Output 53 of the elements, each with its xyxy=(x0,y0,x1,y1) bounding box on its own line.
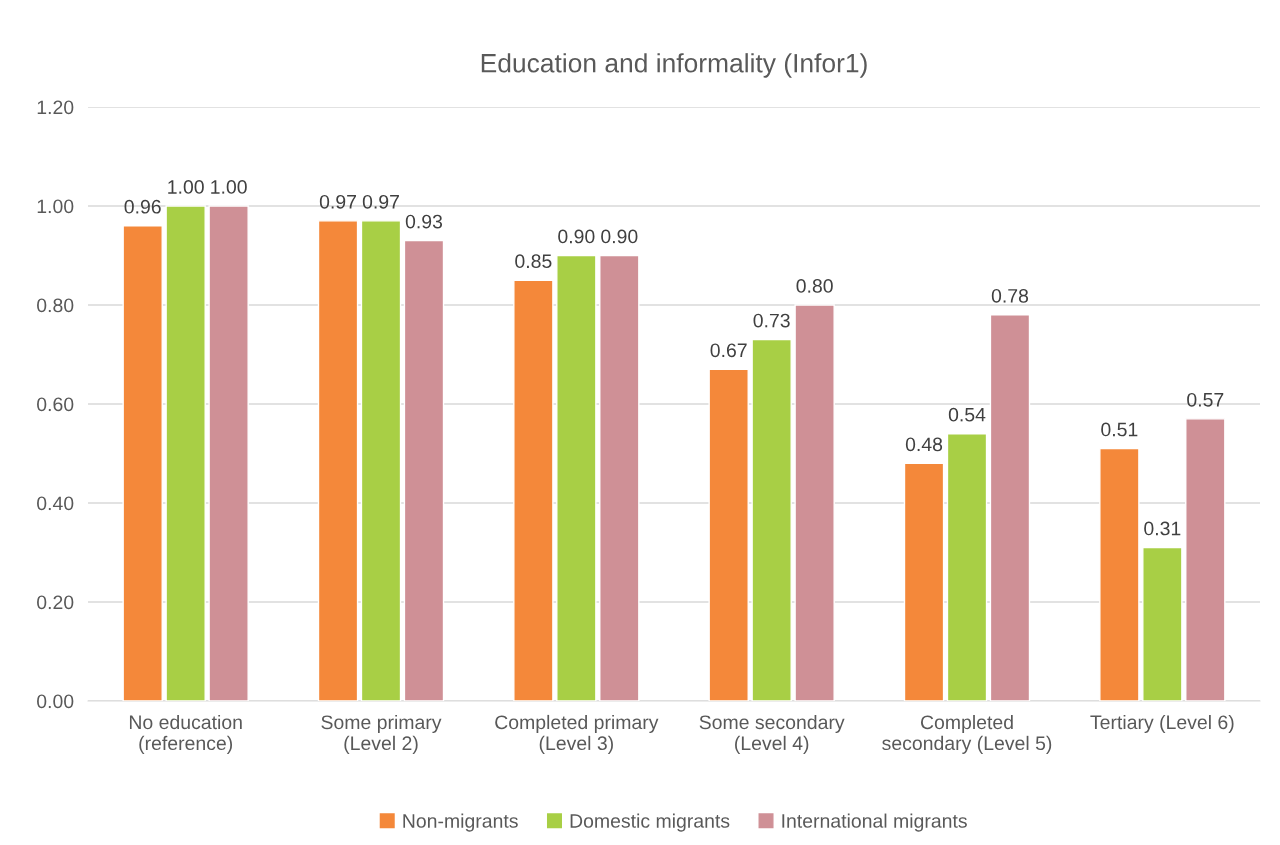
x-tick-label: Completed secondary (Level 5) xyxy=(882,714,1052,754)
bar xyxy=(751,338,792,701)
x-tick-label: Tertiary (Level 6) xyxy=(1090,714,1234,734)
bar xyxy=(208,205,249,701)
bar xyxy=(556,254,597,701)
x-tick-label: Some primary (Level 2) xyxy=(321,714,442,754)
data-label: 0.93 xyxy=(405,214,443,229)
data-label: 0.78 xyxy=(991,288,1029,303)
bar xyxy=(360,220,402,701)
bar xyxy=(122,225,163,701)
x-tick-label: No education (reference) xyxy=(129,714,242,754)
data-label: 0.85 xyxy=(515,254,552,269)
y-tick-label: 0.80 xyxy=(37,298,74,313)
data-label: 1.00 xyxy=(211,180,247,194)
y-tick-label: 1.00 xyxy=(37,199,74,214)
bar xyxy=(1099,447,1140,701)
x-tick-label: Completed primary (Level 3) xyxy=(495,714,659,754)
data-label: 0.67 xyxy=(710,343,747,358)
data-label: 0.51 xyxy=(1101,422,1138,437)
chart-title: Education and informality (Infor1) xyxy=(481,53,867,78)
y-tick-label: 0.60 xyxy=(37,397,74,412)
bar xyxy=(946,433,988,701)
bar xyxy=(794,304,835,701)
legend-label: Domestic migrants xyxy=(570,813,730,832)
y-tick-label: 1.20 xyxy=(37,100,74,115)
bar xyxy=(599,254,640,701)
data-label: 0.90 xyxy=(558,229,595,244)
bar xyxy=(513,279,554,701)
bar xyxy=(317,220,359,701)
y-tick-label: 0.20 xyxy=(37,595,74,610)
data-label: 0.73 xyxy=(753,313,790,328)
data-label: 1.00 xyxy=(168,180,204,194)
bar xyxy=(903,462,945,701)
data-label: 0.48 xyxy=(905,437,943,452)
data-label: 0.97 xyxy=(319,194,356,209)
y-tick-label: 0.40 xyxy=(37,496,74,511)
legend-label: Non-migrants xyxy=(403,813,518,832)
data-label: 0.57 xyxy=(1187,392,1224,407)
bar xyxy=(708,368,749,701)
bar xyxy=(1142,546,1183,701)
data-label: 0.97 xyxy=(362,194,399,209)
legend-label: International migrants xyxy=(782,813,967,832)
data-label: 0.31 xyxy=(1144,521,1181,536)
data-label: 0.90 xyxy=(601,229,638,244)
y-tick-label: 0.00 xyxy=(37,694,74,709)
bar xyxy=(989,314,1031,701)
data-label: 0.80 xyxy=(796,279,833,293)
bar xyxy=(403,239,445,701)
bar xyxy=(165,205,206,701)
bar xyxy=(1185,418,1226,701)
data-label: 0.54 xyxy=(948,407,986,422)
x-tick-label: Some secondary (Level 4) xyxy=(699,714,845,754)
data-label: 0.96 xyxy=(124,199,161,214)
